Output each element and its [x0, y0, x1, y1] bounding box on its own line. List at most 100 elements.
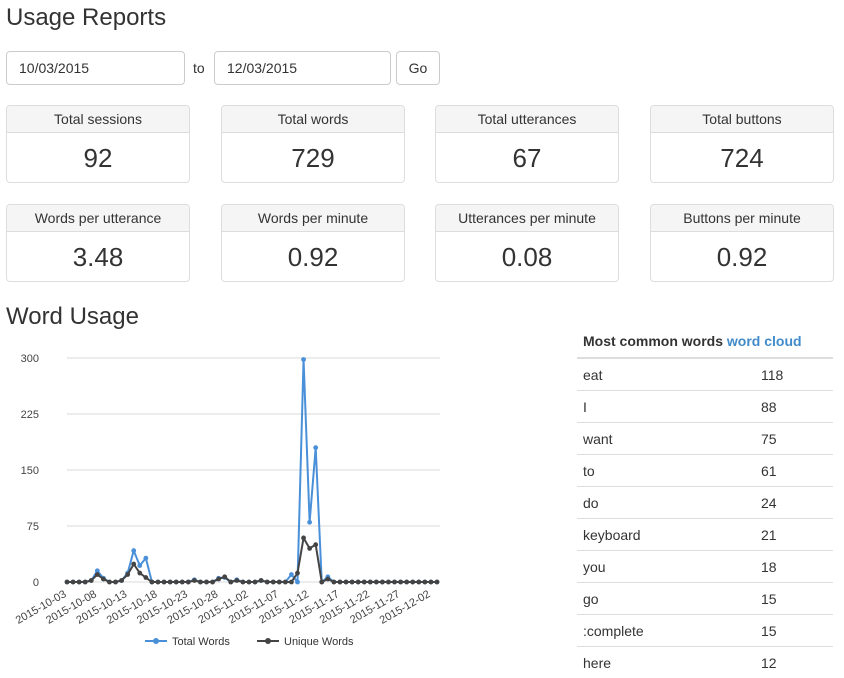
- data-point-unique-words: [319, 580, 324, 585]
- legend-label: Total Words: [172, 636, 230, 648]
- go-button[interactable]: Go: [396, 51, 440, 85]
- data-point-unique-words: [307, 546, 312, 551]
- stat-value: 92: [7, 133, 189, 183]
- data-point-unique-words: [131, 562, 136, 567]
- data-point-unique-words: [186, 580, 191, 585]
- y-tick-label: 225: [21, 409, 39, 421]
- y-tick-label: 300: [21, 353, 39, 365]
- data-point-unique-words: [198, 580, 203, 585]
- data-point-unique-words: [422, 580, 427, 585]
- word-count-cell: 21: [755, 519, 833, 551]
- series-line-unique-words: [67, 538, 437, 582]
- data-point-unique-words: [410, 580, 415, 585]
- data-point-unique-words: [350, 580, 355, 585]
- data-point-unique-words: [216, 577, 221, 582]
- word-cloud-link[interactable]: word cloud: [727, 333, 802, 349]
- data-point-unique-words: [265, 580, 270, 585]
- data-point-total-words: [301, 357, 306, 362]
- data-point-unique-words: [259, 578, 264, 583]
- data-point-unique-words: [241, 580, 246, 585]
- data-point-total-words: [131, 548, 136, 553]
- legend-marker-total-words: [153, 638, 159, 644]
- data-point-unique-words: [95, 572, 100, 577]
- series-line-total-words: [67, 359, 437, 582]
- word-cell: to: [577, 455, 755, 487]
- data-point-unique-words: [362, 580, 367, 585]
- data-point-unique-words: [125, 572, 130, 577]
- data-point-unique-words: [289, 580, 294, 585]
- data-point-unique-words: [429, 580, 434, 585]
- word-cell: do: [577, 487, 755, 519]
- data-point-unique-words: [386, 580, 391, 585]
- word-cell: go: [577, 583, 755, 615]
- word-row: want 75: [577, 423, 833, 455]
- stat-label: Total buttons: [651, 106, 833, 133]
- data-point-unique-words: [150, 580, 155, 585]
- data-point-unique-words: [404, 580, 409, 585]
- data-point-unique-words: [156, 580, 161, 585]
- end-date-input[interactable]: [214, 51, 391, 85]
- data-point-unique-words: [331, 580, 336, 585]
- stat-panel-words-per-minute: Words per minute 0.92: [221, 204, 405, 282]
- stat-panel-total-sessions: Total sessions 92: [6, 105, 190, 183]
- stat-label: Words per utterance: [7, 205, 189, 232]
- y-tick-label: 75: [27, 521, 39, 533]
- data-point-unique-words: [168, 580, 173, 585]
- word-row: I 88: [577, 391, 833, 423]
- data-point-unique-words: [83, 580, 88, 585]
- word-cell: want: [577, 423, 755, 455]
- data-point-unique-words: [271, 580, 276, 585]
- word-cell: here: [577, 647, 755, 678]
- stat-panel-buttons-per-minute: Buttons per minute 0.92: [650, 204, 834, 282]
- data-point-unique-words: [143, 575, 148, 580]
- stat-label: Buttons per minute: [651, 205, 833, 232]
- data-point-unique-words: [77, 580, 82, 585]
- y-tick-label: 0: [33, 577, 39, 589]
- data-point-unique-words: [137, 571, 142, 576]
- word-count-cell: 75: [755, 423, 833, 455]
- stat-panel-utterances-per-minute: Utterances per minute 0.08: [435, 204, 619, 282]
- legend-marker-unique-words: [265, 638, 271, 644]
- legend-label: Unique Words: [284, 636, 354, 648]
- data-point-unique-words: [374, 580, 379, 585]
- word-row: keyboard 21: [577, 519, 833, 551]
- stat-label: Total utterances: [436, 106, 618, 133]
- word-cell: :complete: [577, 615, 755, 647]
- data-point-total-words: [137, 563, 142, 568]
- word-cell: I: [577, 391, 755, 423]
- word-cell: you: [577, 551, 755, 583]
- most-common-words-table: Most common words word cloud eat 118 I 8…: [577, 324, 833, 678]
- word-usage-title: Word Usage: [6, 303, 139, 331]
- stat-value: 0.92: [651, 232, 833, 282]
- start-date-input[interactable]: [6, 51, 185, 85]
- data-point-unique-words: [253, 580, 258, 585]
- stat-label: Total sessions: [7, 106, 189, 133]
- data-point-unique-words: [107, 580, 112, 585]
- stat-label: Words per minute: [222, 205, 404, 232]
- word-count-cell: 24: [755, 487, 833, 519]
- word-row: go 15: [577, 583, 833, 615]
- word-count-cell: 61: [755, 455, 833, 487]
- data-point-unique-words: [247, 580, 252, 585]
- data-point-unique-words: [301, 536, 306, 541]
- data-point-unique-words: [344, 580, 349, 585]
- data-point-unique-words: [180, 580, 185, 585]
- data-point-unique-words: [113, 580, 118, 585]
- data-point-total-words: [295, 580, 300, 585]
- data-point-unique-words: [101, 577, 106, 582]
- data-point-unique-words: [204, 580, 209, 585]
- data-point-total-words: [307, 520, 312, 525]
- data-point-unique-words: [210, 580, 215, 585]
- data-point-unique-words: [234, 578, 239, 583]
- data-point-total-words: [143, 556, 148, 561]
- data-point-unique-words: [283, 580, 288, 585]
- most-common-words-heading: Most common words word cloud: [577, 324, 833, 358]
- data-point-unique-words: [380, 580, 385, 585]
- word-row: you 18: [577, 551, 833, 583]
- data-point-total-words: [313, 445, 318, 450]
- stat-panel-total-buttons: Total buttons 724: [650, 105, 834, 183]
- stat-panel-words-per-utterance: Words per utterance 3.48: [6, 204, 190, 282]
- data-point-unique-words: [228, 580, 233, 585]
- stat-value: 729: [222, 133, 404, 183]
- data-point-total-words: [289, 572, 294, 577]
